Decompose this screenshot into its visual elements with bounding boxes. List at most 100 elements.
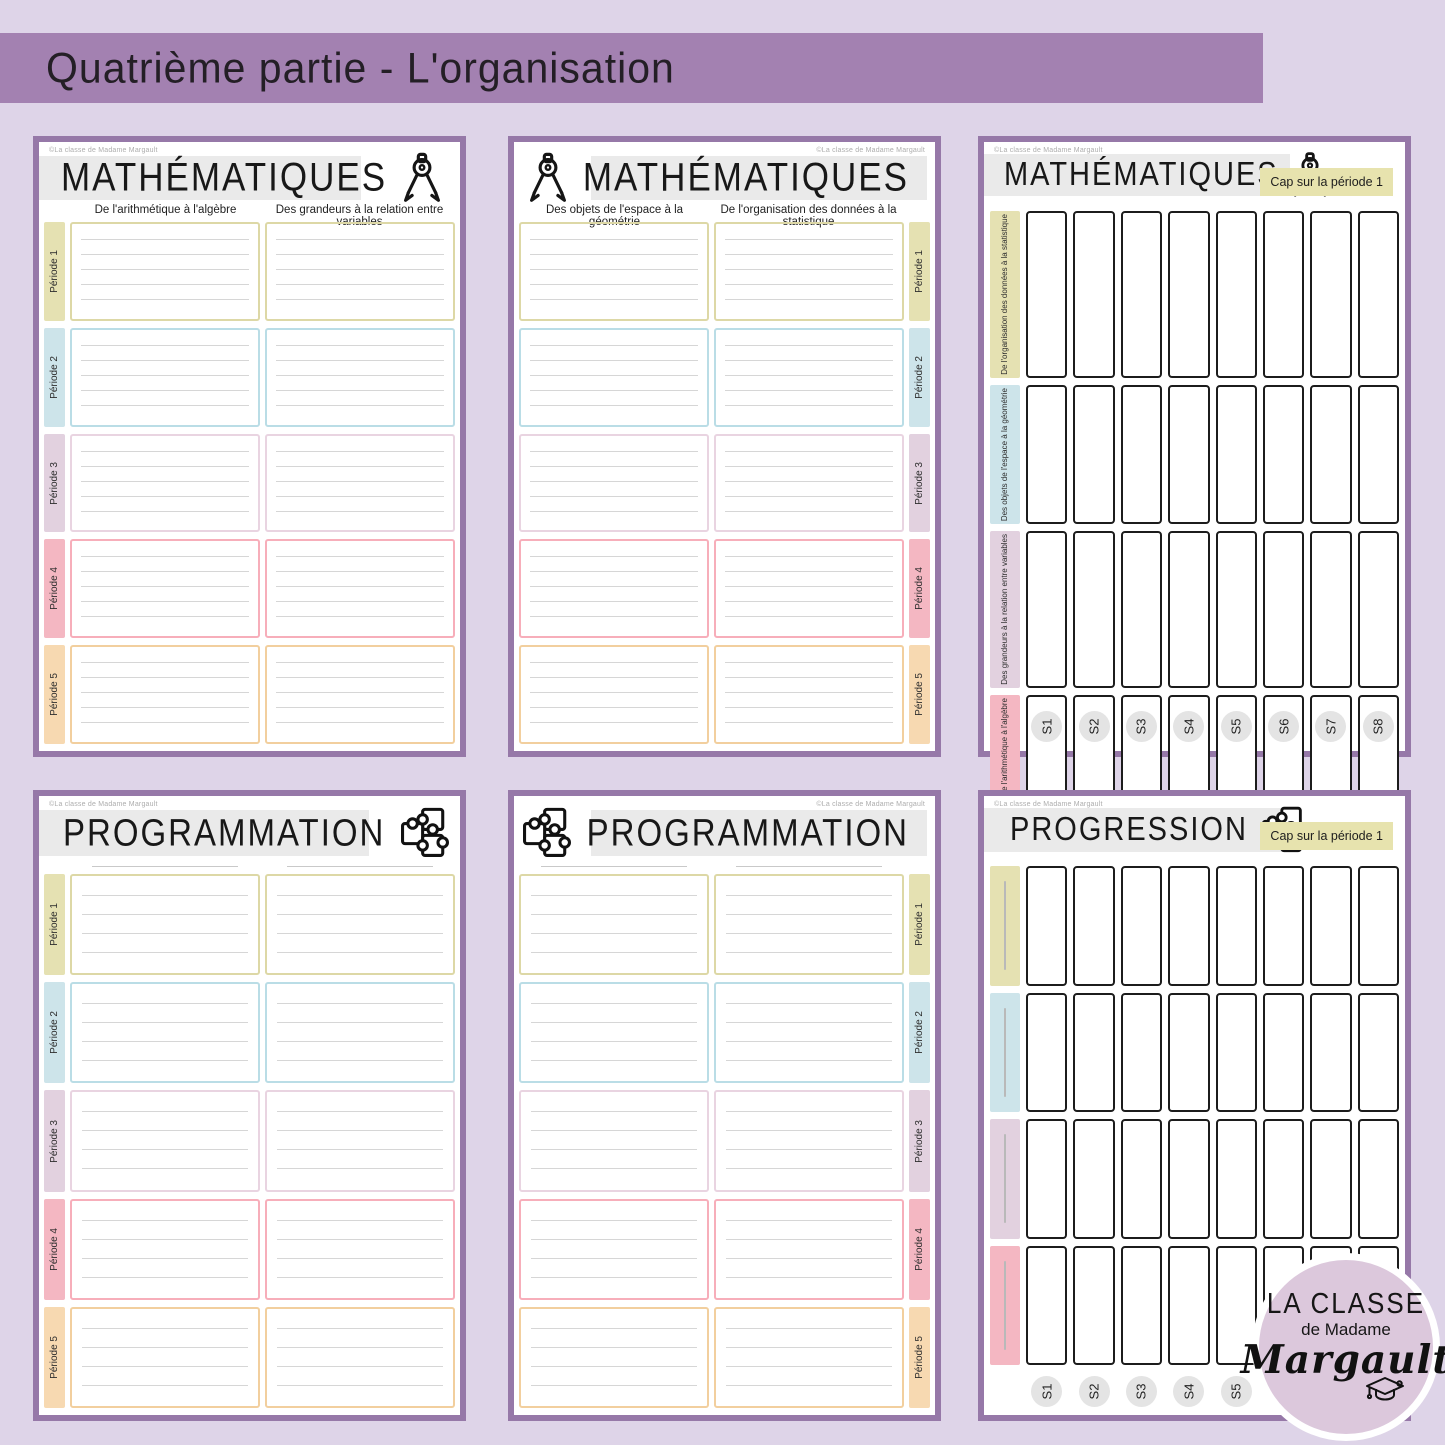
period-rows: Période 1 Période 2 Période 3 Période 4 (519, 222, 930, 744)
watermark: ©La classe de Madame Margault (49, 147, 158, 154)
column-title-lines (519, 866, 930, 867)
week-cell (1120, 211, 1163, 378)
period-tab: Période 5 (909, 645, 930, 744)
week-circle: S8 (1362, 711, 1394, 742)
week-label: S1 (1039, 718, 1055, 735)
period-tab: Période 3 (44, 1090, 65, 1192)
notes-box (265, 222, 455, 321)
period-label: Période 1 (49, 903, 60, 946)
period-tab: Période 5 (44, 1306, 65, 1409)
week-circle: S4 (1173, 711, 1205, 742)
period-row: Période 5 (519, 1306, 930, 1409)
card-header: MATHÉMATIQUES (39, 152, 441, 202)
week-label: S6 (1276, 718, 1292, 735)
week-cell (1168, 530, 1210, 688)
domain-tab: De l'organisation des données à la stati… (990, 211, 1020, 378)
week-cell (1026, 866, 1068, 986)
notes-box (714, 1306, 904, 1409)
period-tab: Période 1 (909, 222, 930, 321)
week-col: S8 (1358, 711, 1399, 742)
week-cell (1073, 530, 1115, 688)
week-cell (1357, 211, 1399, 378)
period-tab: Période 4 (44, 539, 65, 639)
domain-row (990, 992, 1399, 1112)
notes-box (265, 982, 455, 1084)
week-col: S2 (1073, 1376, 1114, 1407)
week-cell (1262, 866, 1305, 986)
notes-box (714, 982, 904, 1084)
notes-box (519, 1198, 709, 1300)
column-title-lines (44, 866, 455, 867)
week-cell (1215, 530, 1257, 688)
period-row: Période 4 (519, 1198, 930, 1300)
period-row: Période 3 (519, 1090, 930, 1192)
notes-box (714, 645, 904, 744)
week-cell (1215, 1119, 1257, 1239)
week-cell (1215, 1245, 1257, 1365)
week-cell (1168, 866, 1210, 986)
week-col: S2 (1073, 711, 1114, 742)
domain-row: Des objets de l'espace à la géométrie (990, 384, 1399, 524)
write-line (1004, 1134, 1006, 1223)
week-cell (1120, 992, 1163, 1112)
week-col: S4 (1168, 711, 1209, 742)
write-line (1004, 1007, 1006, 1097)
notes-box (265, 327, 455, 427)
week-cell (1026, 211, 1068, 378)
domain-label: De l'organisation des données à la stati… (999, 214, 1009, 375)
card-mathematiques-grid: ©La classe de Madame Margault MATHÉMATIQ… (978, 136, 1411, 800)
notes-box (265, 433, 455, 533)
week-cell (1026, 1119, 1068, 1239)
notes-box (519, 1306, 709, 1409)
card-title: PROGRAMMATION (586, 811, 909, 854)
puzzle-icon (401, 807, 450, 857)
notes-box (70, 645, 260, 744)
period-label: Période 4 (49, 567, 60, 611)
week-label: S1 (1039, 1383, 1055, 1400)
week-cell (1120, 384, 1163, 524)
period-label: Période 3 (49, 1119, 60, 1163)
period-badge: Cap sur la période 1 (1260, 168, 1393, 196)
period-tab: Période 2 (44, 982, 65, 1084)
logo-line1: LA CLASSE (1266, 1285, 1426, 1319)
card-title: PROGRAMMATION (63, 811, 386, 854)
domain-tab: De l'arithmétique à l'algèbre (990, 694, 1020, 800)
week-cell (1215, 384, 1257, 524)
watermark: ©La classe de Madame Margault (49, 801, 158, 808)
period-row: Période 1 (44, 222, 455, 321)
notes-box (519, 222, 709, 321)
week-label: S4 (1181, 1383, 1197, 1400)
week-circle: S6 (1268, 711, 1300, 742)
period-row: Période 3 (519, 433, 930, 533)
week-cell (1310, 992, 1352, 1112)
column-header: De l'arithmétique à l'algèbre (94, 204, 237, 216)
week-grid: De l'organisation des données à la stati… (990, 211, 1399, 800)
week-label: S3 (1133, 718, 1149, 735)
watermark: ©La classe de Madame Margault (816, 147, 925, 154)
card-title: MATHÉMATIQUES (582, 155, 909, 200)
period-row: Période 5 (519, 645, 930, 744)
week-cell (1073, 1119, 1115, 1239)
domain-row: De l'organisation des données à la stati… (990, 211, 1399, 378)
week-cell (1262, 1119, 1305, 1239)
card-programmation-left: ©La classe de Madame Margault PROGRAMMAT… (33, 790, 466, 1421)
notes-box (519, 874, 709, 976)
week-cell (1026, 1245, 1068, 1365)
domain-tab: Des grandeurs à la relation entre variab… (990, 530, 1020, 688)
domain-label: De l'arithmétique à l'algèbre (999, 697, 1009, 797)
week-label: S2 (1086, 1383, 1102, 1400)
compass-icon (529, 152, 566, 202)
domain-tab (990, 992, 1020, 1112)
period-tab: Période 1 (44, 222, 65, 321)
period-row: Période 2 (519, 982, 930, 1084)
notes-box (70, 1198, 260, 1300)
notes-box (714, 433, 904, 533)
notes-box (519, 327, 709, 427)
period-row: Période 1 (44, 874, 455, 976)
write-line (1004, 881, 1006, 970)
notes-box (265, 1090, 455, 1192)
write-line (1004, 1260, 1006, 1350)
week-cell (1357, 530, 1399, 688)
week-label: S2 (1086, 718, 1102, 735)
notes-box (70, 539, 260, 639)
